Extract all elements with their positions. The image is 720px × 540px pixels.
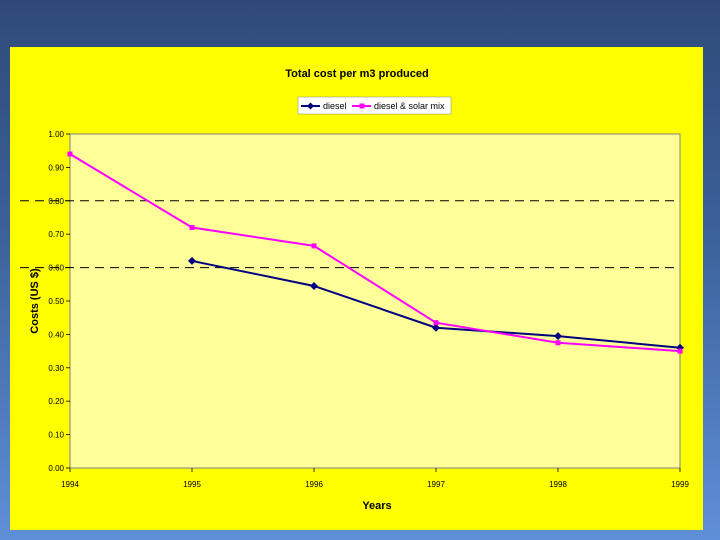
legend-label-diesel: diesel — [323, 101, 347, 111]
x-tick-label: 1995 — [183, 480, 201, 489]
data-point — [433, 320, 439, 326]
y-tick-label: 1.00 — [48, 130, 64, 139]
data-point — [554, 332, 562, 341]
data-point — [189, 225, 195, 231]
x-tick-label: 1996 — [305, 480, 323, 489]
y-tick-label: 0.00 — [48, 464, 64, 473]
legend-label-mix: diesel & solar mix — [374, 101, 445, 111]
x-axis-ticks: 1994 1995 1996 1997 1998 1999 — [61, 468, 689, 489]
y-tick-label: 0.40 — [48, 330, 64, 339]
legend-marker-mix — [359, 103, 365, 109]
y-tick-label: 0.60 — [48, 264, 64, 273]
legend-marker-diesel — [307, 102, 314, 110]
x-tick-label: 1998 — [549, 480, 567, 489]
y-axis-ticks: 0.00 0.10 0.20 0.30 0.40 0.50 0.60 0.70 0.80 0.90… — [48, 130, 70, 473]
y-axis-label: Costs (US $) — [29, 268, 41, 334]
chart-title: Total cost per m3 produced — [285, 68, 428, 80]
data-point — [310, 281, 318, 290]
y-tick-label: 0.20 — [48, 397, 64, 406]
y-tick-label: 0.80 — [48, 197, 64, 206]
y-tick-label: 0.10 — [48, 431, 64, 440]
data-point — [677, 348, 683, 354]
data-point — [432, 323, 440, 332]
data-point — [311, 243, 317, 249]
y-tick-label: 0.30 — [48, 364, 64, 373]
series-markers — [67, 151, 684, 354]
plot-area — [69, 133, 681, 469]
series-line-1 — [69, 153, 681, 353]
y-tick-label: 0.50 — [48, 297, 64, 306]
data-point — [555, 340, 561, 346]
x-tick-label: 1994 — [61, 480, 79, 489]
x-tick-label: 1997 — [427, 480, 445, 489]
data-point — [67, 151, 73, 157]
x-tick-label: 1999 — [671, 480, 689, 489]
legend-box — [297, 96, 452, 115]
data-point — [188, 256, 196, 265]
y-tick-label: 0.90 — [48, 163, 64, 172]
legend: diesel diesel & solar mix — [297, 96, 452, 115]
x-axis-label: Years — [362, 500, 391, 512]
y-tick-label: 0.70 — [48, 230, 64, 239]
